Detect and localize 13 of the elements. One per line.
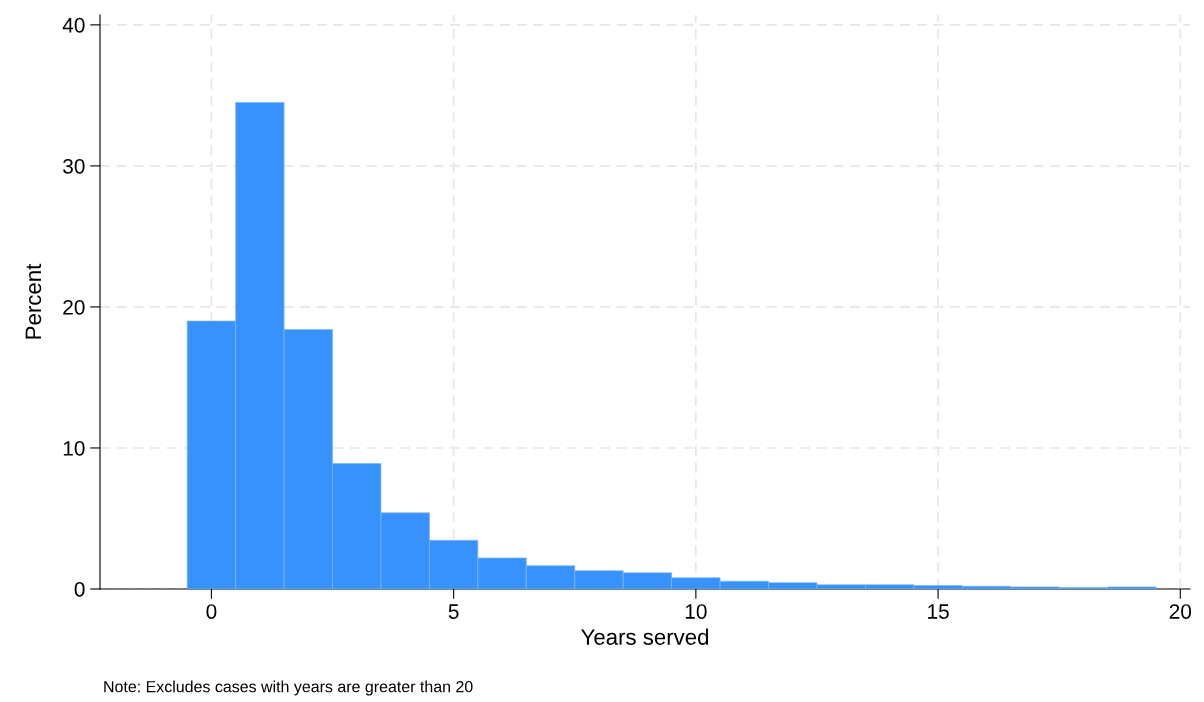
y-tick-label: 10 [63, 440, 85, 456]
x-tick-label: 5 [448, 604, 459, 619]
text: Note: Excludes cases with years are greater than 20 [104, 680, 473, 696]
y-tick-label: 20 [63, 299, 85, 315]
x-tick-label: 15 [928, 604, 949, 619]
x-tick-label: 20 [1169, 604, 1192, 619]
y-tick-label: 40 [62, 17, 85, 33]
y-tick-label: 30 [63, 158, 85, 174]
x-axis-title: Years served [581, 628, 709, 645]
y-tick-label: 0 [74, 582, 85, 597]
x-tick-label: 10 [685, 604, 707, 619]
y-axis-title: Percent [25, 263, 42, 339]
x-tick-label: 0 [206, 604, 217, 619]
